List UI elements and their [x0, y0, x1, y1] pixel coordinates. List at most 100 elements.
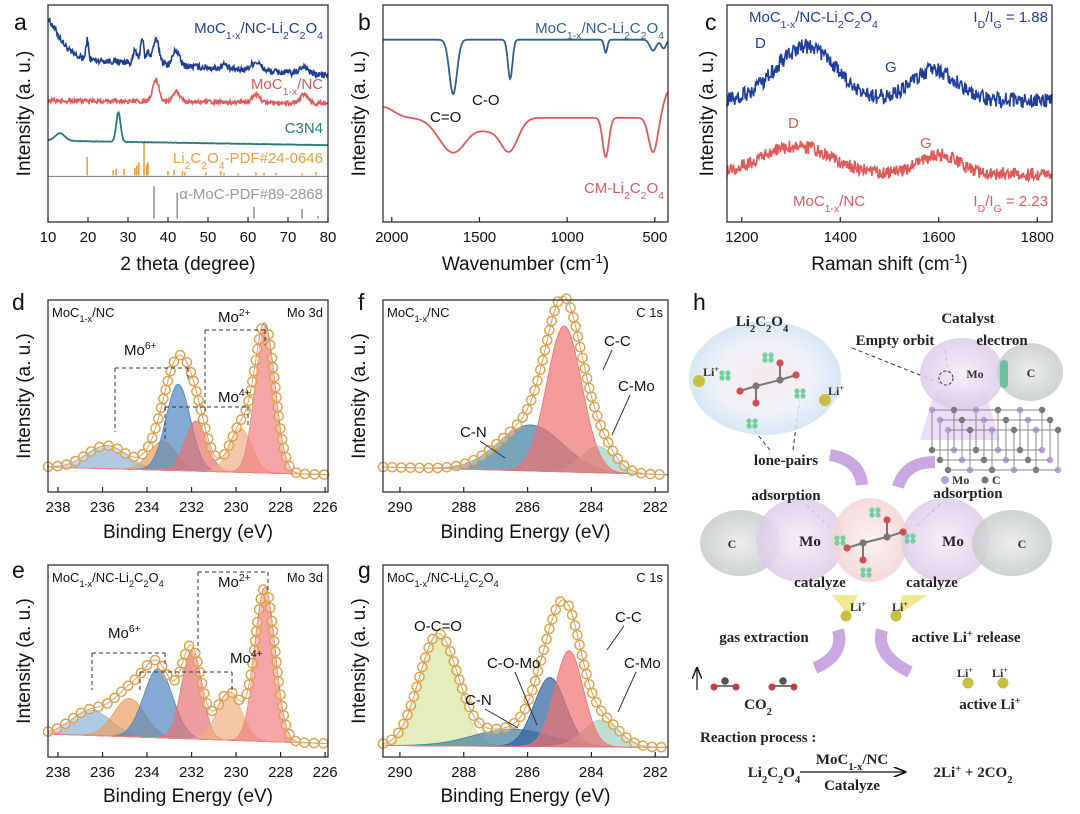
release-beam [898, 595, 928, 615]
raw-data-point [179, 649, 191, 660]
c-label: C [1027, 366, 1036, 380]
catalyze-label: catalyze [794, 575, 846, 591]
plot-frame [47, 299, 329, 493]
raw-data-point [156, 660, 168, 672]
curved-arrow-icon [874, 628, 913, 678]
panel-letter: e [12, 557, 25, 583]
catalyze-label: catalyze [906, 575, 958, 591]
raw-data-point [463, 701, 475, 713]
raw-data-point [252, 343, 263, 355]
raw-data-point [589, 401, 600, 413]
raw-data-point [241, 688, 253, 700]
panel-d: d MoC1-x/NC Mo 3d 238 236 234 232 230 228 226 Bind… [12, 289, 338, 543]
plot-frame [382, 299, 669, 493]
raw-data-point [249, 635, 261, 647]
series-label: C3N4 [285, 120, 323, 137]
mo-label: Mo [966, 367, 983, 381]
mo-c-lattice-icon [928, 406, 1062, 474]
raw-data-point [158, 393, 169, 405]
equation-catalyst-label: MoC1-x/NC [816, 752, 888, 773]
raw-data-point [263, 592, 274, 603]
raw-data-point [128, 451, 139, 463]
raw-data-point [248, 365, 260, 377]
raw-data-point [271, 656, 282, 668]
equation-reactant: Li2C2O4 [748, 765, 801, 786]
region-label: Mo 3d [287, 570, 323, 585]
leader-line [617, 671, 637, 713]
raw-data-point [408, 691, 420, 702]
raw-data-point [137, 448, 148, 460]
x-tick-label: 80 [320, 229, 337, 246]
raw-data-point [243, 679, 255, 690]
raw-data-point [219, 449, 230, 460]
raw-data-point [444, 646, 456, 657]
y-axis-label: Intensity (a. u.) [349, 598, 370, 724]
raw-data-point [621, 732, 632, 743]
x-tick-label: 230 [224, 764, 249, 781]
raw-data-point [419, 652, 431, 663]
series-label: MoC1-x/NC-Li2C2O4 [535, 20, 664, 42]
raw-data-point [451, 665, 462, 676]
raw-data-point [102, 698, 113, 709]
raw-data-point [84, 703, 95, 715]
region-label: C 1s [636, 305, 663, 320]
raw-data-point [141, 660, 153, 671]
raw-data-point [51, 723, 63, 734]
raw-data-point [416, 661, 428, 673]
c-label: C [1018, 537, 1027, 551]
raw-data-point [78, 451, 89, 462]
raw-data-point [135, 667, 147, 679]
raw-data-point [435, 628, 446, 640]
co2-molecule-icon [710, 677, 740, 691]
raw-data-point [511, 419, 523, 431]
li-ion-label: Li+ [957, 666, 973, 681]
raw-data-point [570, 321, 582, 332]
raw-data-point [612, 453, 624, 465]
adsorption-label: adsorption [751, 488, 821, 504]
empty-orbit-label: Empty orbit [856, 333, 935, 349]
raw-data-point [586, 687, 598, 699]
raw-data-point [266, 352, 278, 364]
raw-data-point [174, 349, 186, 361]
raw-data-point [93, 701, 104, 713]
raw-data-point [309, 469, 320, 480]
raw-data-point [450, 460, 462, 472]
raw-data-point [235, 414, 247, 425]
sample-label: MoC1-x/NC-Li2C2O4 [52, 570, 164, 589]
raw-data-point [209, 450, 221, 462]
adsorption-label: adsorption [933, 486, 1003, 502]
x-axis-label: Binding Energy (eV) [103, 786, 273, 807]
mo-label: Mo [799, 534, 821, 550]
raw-data-point [535, 655, 547, 666]
raw-data-point [537, 354, 548, 366]
raw-data-point [427, 633, 438, 645]
raw-data-point [299, 468, 311, 480]
reactant-sphere [689, 321, 841, 435]
x-tick-label: 30 [120, 229, 137, 246]
component-label: C-N [460, 424, 487, 441]
plot-frame [726, 4, 1053, 223]
y-axis-label: Intensity (a. u.) [14, 333, 35, 459]
mo-label: Mo [942, 534, 964, 550]
c-label: C [728, 537, 737, 551]
li-ion-label: Li+ [992, 666, 1008, 681]
raw-data-point [223, 440, 235, 451]
li-ion-label: Li+ [703, 365, 719, 380]
raw-data-point [271, 391, 282, 403]
x-tick-label: 1200 [725, 229, 758, 246]
peak-label: C=O [430, 109, 461, 126]
raw-data-point [205, 442, 217, 453]
raw-data-point [577, 352, 588, 364]
raw-data-point [206, 705, 218, 717]
raw-data-point [405, 700, 417, 711]
c-orbital-sphere [997, 343, 1063, 401]
raw-data-point [189, 647, 201, 659]
x-tick-label: 226 [313, 499, 338, 516]
raw-data-point [142, 441, 154, 452]
raw-data-point [539, 344, 551, 356]
raw-data-point [150, 422, 161, 434]
x-axis-label: Raman shift (cm-1) [811, 251, 967, 276]
lone-pair-icon [762, 352, 774, 363]
raw-data-point [243, 395, 254, 407]
